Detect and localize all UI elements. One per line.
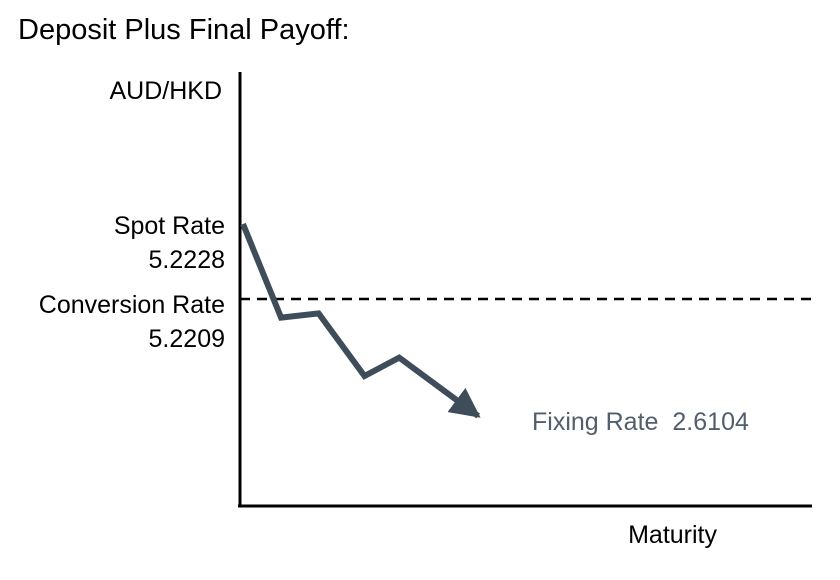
payoff-path-line xyxy=(240,222,481,419)
x-axis-label: Maturity xyxy=(628,521,717,549)
conversion-rate-value: 5.2209 xyxy=(149,325,225,353)
fixing-rate-label-text: Fixing Rate xyxy=(532,408,658,436)
spot-rate-value: 5.2228 xyxy=(149,246,225,274)
chart-title: Deposit Plus Final Payoff: xyxy=(18,14,350,46)
fixing-rate-label: Fixing Rate 2.6104 xyxy=(532,408,749,436)
y-axis-label: AUD/HKD xyxy=(109,77,222,105)
conversion-rate-label: Conversion Rate xyxy=(39,291,225,319)
spot-rate-label: Spot Rate xyxy=(114,212,225,240)
fixing-rate-value: 2.6104 xyxy=(672,408,749,436)
